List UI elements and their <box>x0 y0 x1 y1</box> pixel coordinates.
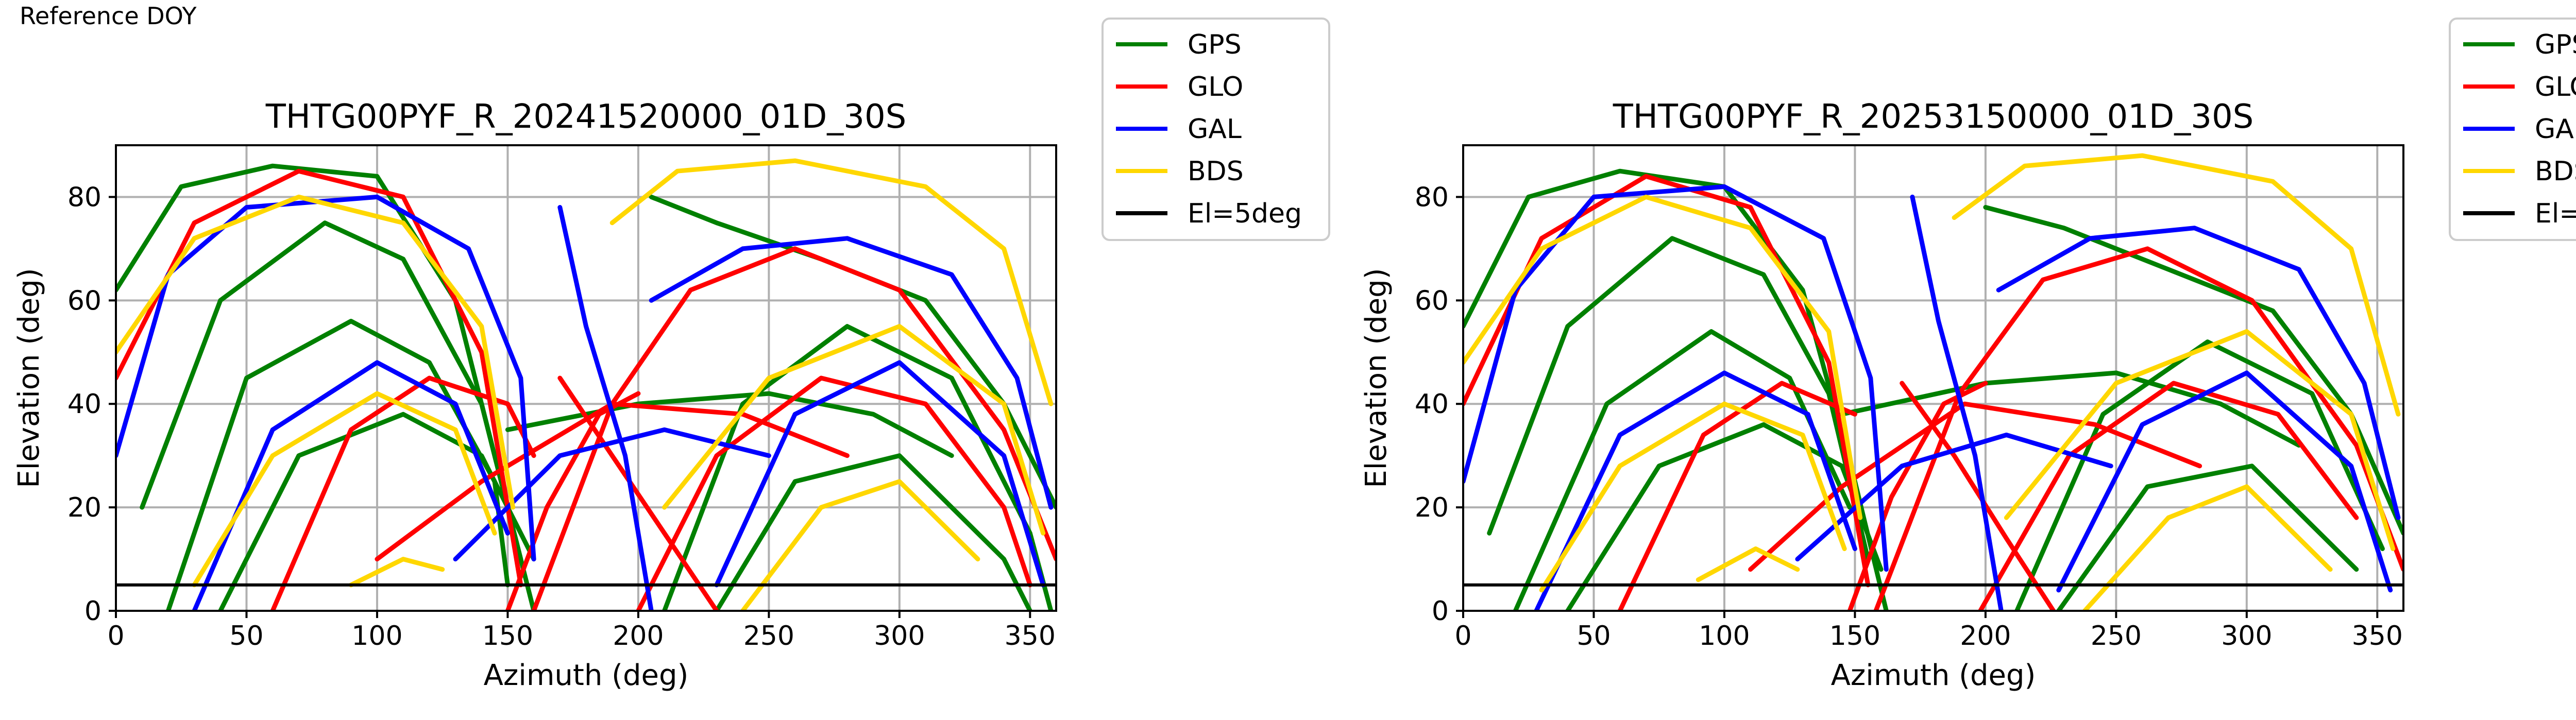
track-gps <box>140 220 523 562</box>
legend-label-bds: BDS <box>2535 156 2576 187</box>
track-gps <box>2056 464 2359 611</box>
legend-label-el-5deg: El=5deg <box>2535 198 2576 229</box>
track-gps <box>1983 205 2403 536</box>
track-glo <box>1900 381 2056 611</box>
legend: GPS GLO GAL BDS El=5deg <box>1101 18 1330 241</box>
x-tick-label: 150 <box>482 621 533 652</box>
reference-doy-label: Reference DOY <box>20 2 197 30</box>
x-tick-label: 100 <box>351 621 402 652</box>
legend-label-gps: GPS <box>1188 29 1242 60</box>
x-tick-label: 50 <box>229 621 263 652</box>
track-glo <box>1617 381 1857 611</box>
track-bds <box>348 557 445 588</box>
track-bds <box>609 158 1054 406</box>
legend-label-gal: GAL <box>2535 114 2576 145</box>
track-gal <box>714 360 1046 588</box>
track-gal <box>192 360 510 611</box>
legend: GPS GLO GAL BDS El=5deg <box>2449 18 2576 241</box>
plot-area <box>116 158 1056 611</box>
track-bds <box>662 324 1046 536</box>
chart-panel-2: 0 50 100 150 200 250 300 350 0 20 40 60 80 THTG00PYF_… <box>1360 18 2576 692</box>
legend-label-el-5deg: El=5deg <box>1188 198 1302 229</box>
legend-label-glo: GLO <box>2535 72 2576 102</box>
track-bds <box>740 479 980 611</box>
y-axis-label: Elevation (deg) <box>12 268 46 488</box>
track-gal <box>1910 194 2004 611</box>
track-glo <box>1847 381 1988 611</box>
chart-title: THTG00PYF_R_20241520000_01D_30S <box>265 98 907 136</box>
track-bds <box>1952 153 2401 417</box>
track-glo <box>375 401 850 562</box>
x-tick-label: 200 <box>613 621 664 652</box>
track-gal <box>2056 370 2393 593</box>
x-tick-label: 250 <box>2091 621 2142 652</box>
track-glo <box>116 168 523 588</box>
plot-frame <box>115 144 1057 612</box>
legend-box <box>1101 18 1330 241</box>
track-gal <box>1996 226 2401 520</box>
x-tick-label: 0 <box>1454 621 1471 652</box>
y-tick-label: 20 <box>1415 492 1449 523</box>
track-glo <box>1978 381 2359 611</box>
y-tick-label: 40 <box>1415 389 1449 420</box>
x-tick-label: 200 <box>1960 621 2011 652</box>
plot-area <box>1463 153 2403 611</box>
track-bds <box>192 391 497 588</box>
y-tick-label: 80 <box>1415 182 1449 213</box>
y-axis-label: Elevation (deg) <box>1360 268 1393 488</box>
x-tick-label: 50 <box>1577 621 1611 652</box>
track-gps <box>2014 339 2385 611</box>
track-glo <box>505 391 641 611</box>
legend-label-glo: GLO <box>1188 72 1243 102</box>
track-glo <box>1748 401 2202 572</box>
y-tick-label: 0 <box>1432 596 1449 627</box>
x-axis-label: Azimuth (deg) <box>1831 659 2036 692</box>
chart-panel-1: 0 50 100 150 200 250 300 350 0 20 40 60 80 THTG00PYF_… <box>12 18 1330 692</box>
track-gps <box>714 453 1032 611</box>
track-gps <box>1839 370 2301 448</box>
track-bds <box>1463 194 1863 520</box>
track-gal <box>557 205 654 611</box>
legend-label-gps: GPS <box>2535 29 2576 60</box>
x-tick-label: 350 <box>1005 621 1056 652</box>
track-gps <box>1487 236 1871 562</box>
y-tick-label: 20 <box>67 492 101 523</box>
track-bds <box>1696 546 1800 582</box>
track-bds <box>1539 401 1847 593</box>
x-tick-label: 150 <box>1829 621 1880 652</box>
track-gps <box>165 319 510 611</box>
y-tick-label: 40 <box>67 389 101 420</box>
track-gal <box>1534 370 1857 611</box>
track-glo <box>557 375 719 611</box>
x-tick-label: 0 <box>107 621 124 652</box>
x-axis-label: Azimuth (deg) <box>484 659 689 692</box>
legend-label-gal: GAL <box>1188 114 1242 145</box>
track-gps <box>218 412 536 611</box>
legend-label-bds: BDS <box>1188 156 1244 187</box>
track-bds <box>2004 329 2396 551</box>
y-tick-label: 0 <box>84 596 101 627</box>
chart-title: THTG00PYF_R_20253150000_01D_30S <box>1613 98 2254 136</box>
x-tick-label: 300 <box>874 621 925 652</box>
y-tick-label: 60 <box>67 285 101 316</box>
y-tick-label: 60 <box>1415 285 1449 316</box>
track-gal <box>649 236 1054 510</box>
track-glo <box>270 375 536 611</box>
x-tick-label: 100 <box>1699 621 1750 652</box>
x-tick-label: 300 <box>2221 621 2272 652</box>
track-glo <box>636 375 1032 611</box>
x-tick-label: 250 <box>743 621 794 652</box>
track-bds <box>2082 484 2333 611</box>
x-tick-label: 350 <box>2352 621 2403 652</box>
y-tick-label: 80 <box>67 182 101 213</box>
track-glo <box>1463 174 1871 588</box>
plot-frame <box>1462 144 2404 612</box>
track-bds <box>116 194 516 510</box>
